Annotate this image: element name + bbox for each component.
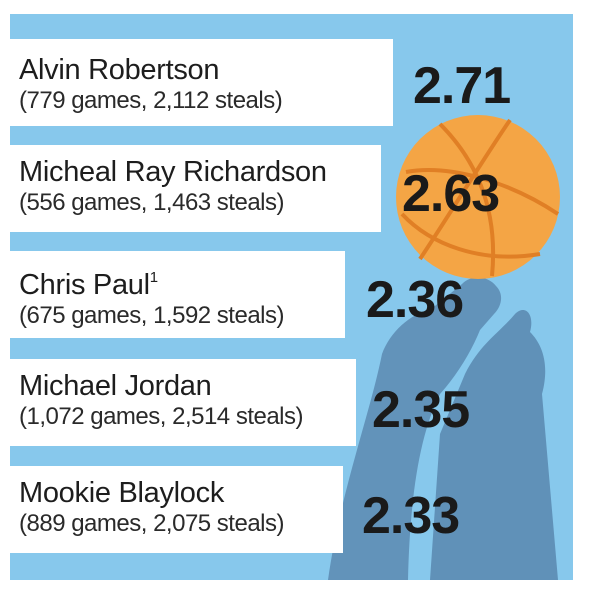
player-details: (1,072 games, 2,514 steals) xyxy=(19,403,304,430)
row-3: Chris Paul1 (675 games, 1,592 steals) xyxy=(10,251,345,338)
row-4: Michael Jordan (1,072 games, 2,514 steal… xyxy=(10,359,356,446)
row-2: Micheal Ray Richardson (556 games, 1,463… xyxy=(10,145,381,232)
row-1: Alvin Robertson (779 games, 2,112 steals… xyxy=(10,39,393,126)
front-arm-illustration xyxy=(328,277,502,580)
player-details: (889 games, 2,075 steals) xyxy=(19,510,285,537)
player-name: Michael Jordan xyxy=(19,370,212,402)
value-label: 2.33 xyxy=(362,487,460,545)
player-details: (779 games, 2,112 steals) xyxy=(19,87,283,114)
value-label: 2.35 xyxy=(372,381,470,439)
player-name: Mookie Blaylock xyxy=(19,477,225,509)
value-label: 2.63 xyxy=(402,165,500,223)
value-label: 2.36 xyxy=(366,271,464,329)
value-label: 2.71 xyxy=(413,57,511,115)
footnote-marker: 1 xyxy=(149,269,158,286)
player-name: Alvin Robertson xyxy=(19,54,220,86)
player-details: (675 games, 1,592 steals) xyxy=(19,302,285,329)
reaching-arms-illustration xyxy=(430,310,558,580)
chart-panel: Alvin Robertson (779 games, 2,112 steals… xyxy=(10,14,573,580)
player-details: (556 games, 1,463 steals) xyxy=(19,189,285,216)
row-5: Mookie Blaylock (889 games, 2,075 steals… xyxy=(10,466,343,553)
player-name: Micheal Ray Richardson xyxy=(19,156,327,188)
decoration-layer xyxy=(328,115,560,580)
player-name: Chris Paul1 xyxy=(19,269,158,301)
basketball-icon xyxy=(396,115,560,279)
